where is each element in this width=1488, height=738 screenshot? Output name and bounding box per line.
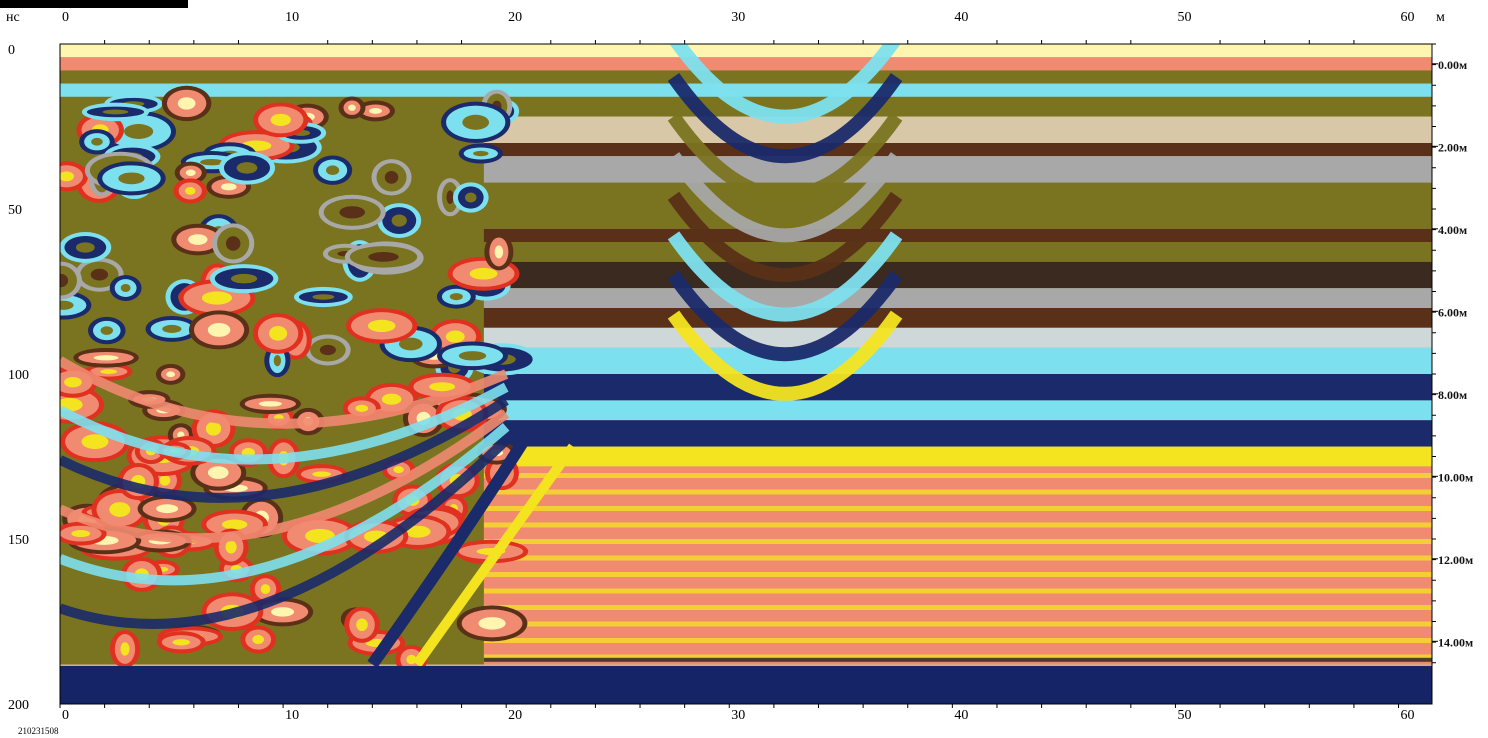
radargram-image bbox=[60, 44, 1432, 666]
depth-label: 14.00м bbox=[1438, 635, 1473, 649]
y-tick: 150 bbox=[8, 533, 29, 548]
x-tick-top: 30 bbox=[731, 10, 745, 25]
depth-label: 2.00м bbox=[1438, 140, 1467, 154]
x-tick-bottom: 50 bbox=[1177, 708, 1191, 723]
x-tick-top: 10 bbox=[285, 10, 299, 25]
x-tick-top: 60 bbox=[1401, 10, 1415, 25]
x-tick-bottom: 40 bbox=[954, 708, 968, 723]
x-tick-top: 0 bbox=[62, 10, 69, 25]
y-tick: 50 bbox=[8, 203, 22, 218]
x-tick-top: 40 bbox=[954, 10, 968, 25]
axes: 0 0 10 10 20 20 30 30 40 40 50 50 60 60 0 50 100 150 200 0.… bbox=[8, 10, 1473, 723]
x-tick-top: 20 bbox=[508, 10, 522, 25]
title-bar bbox=[0, 0, 188, 8]
file-id: 210231508 bbox=[18, 726, 59, 736]
depth-label: 12.00м bbox=[1438, 553, 1473, 567]
depth-label: 4.00м bbox=[1438, 223, 1467, 237]
x-tick-bottom: 20 bbox=[508, 708, 522, 723]
y-unit-label: нс bbox=[6, 10, 20, 25]
x-unit-label: м bbox=[1436, 10, 1445, 25]
x-tick-top: 50 bbox=[1177, 10, 1191, 25]
y-tick: 200 bbox=[8, 698, 29, 713]
depth-label: 6.00м bbox=[1438, 305, 1467, 319]
y-tick: 0 bbox=[8, 43, 15, 58]
x-tick-bottom: 30 bbox=[731, 708, 745, 723]
depth-label: 0.00м bbox=[1438, 58, 1467, 72]
x-tick-bottom: 0 bbox=[62, 708, 69, 723]
no-data-region bbox=[60, 666, 1432, 704]
x-tick-bottom: 10 bbox=[285, 708, 299, 723]
depth-label: 8.00м bbox=[1438, 388, 1467, 402]
depth-label: 10.00м bbox=[1438, 470, 1473, 484]
x-tick-bottom: 60 bbox=[1401, 708, 1415, 723]
y-tick: 100 bbox=[8, 368, 29, 383]
